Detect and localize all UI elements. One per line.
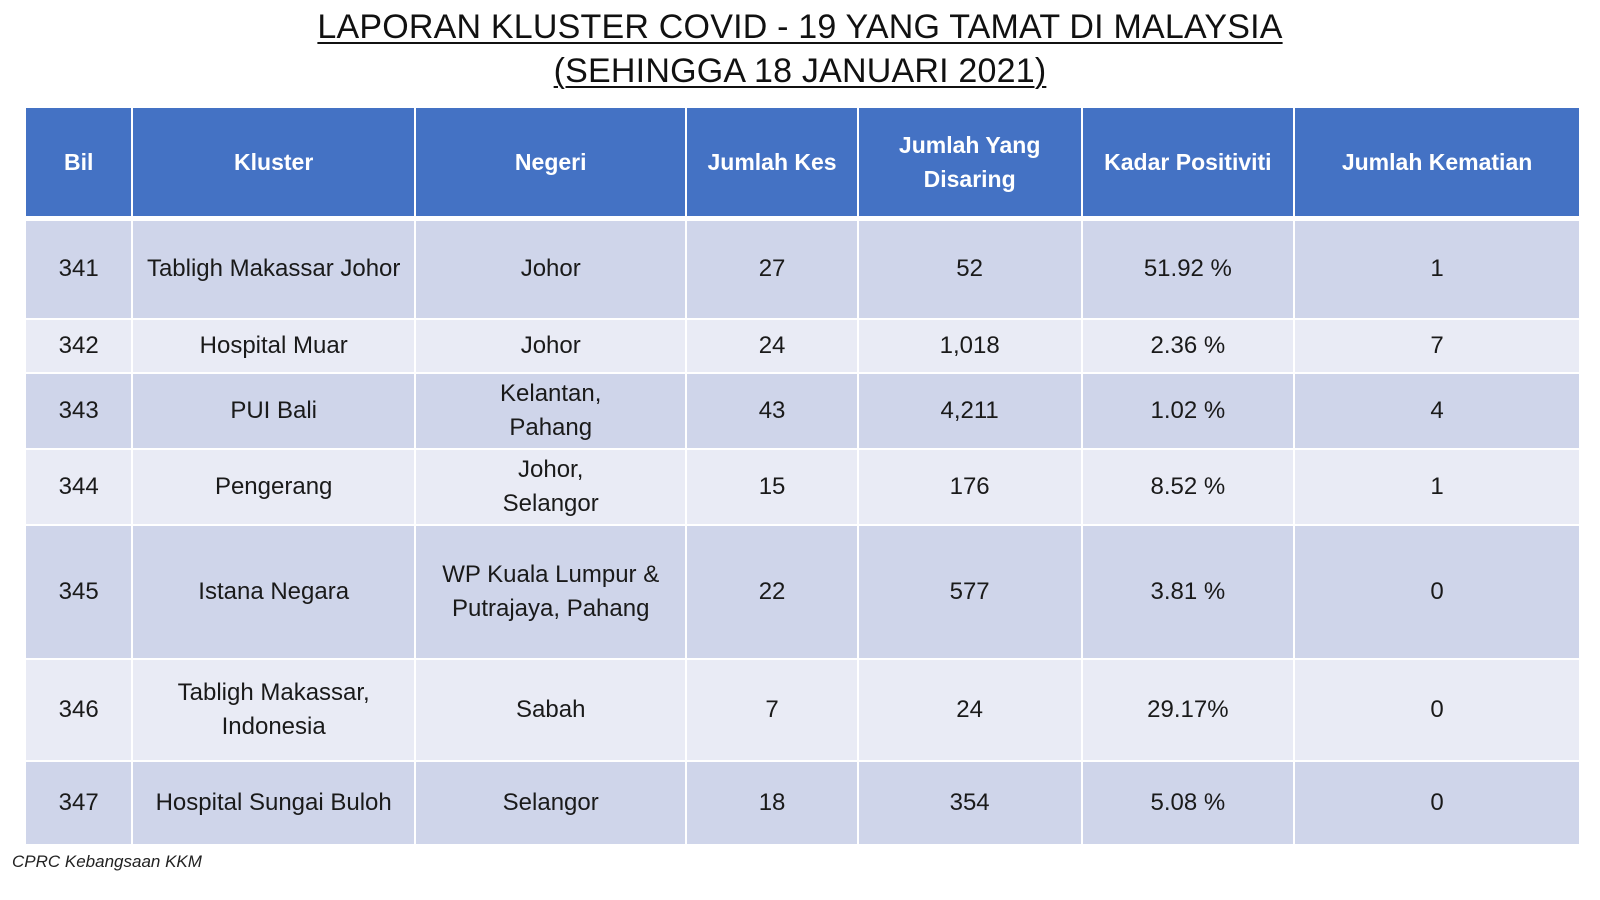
cell-negeri: Johor (414, 317, 688, 374)
cell-bil: 345 (23, 523, 134, 660)
cell-jumlah-kematian: 0 (1293, 523, 1581, 660)
cell-negeri: Kelantan, Pahang (414, 371, 688, 450)
header-jumlah-kematian: Jumlah Kematian (1293, 106, 1581, 221)
cell-negeri: WP Kuala Lumpur & Putrajaya, Pahang (414, 523, 688, 660)
cell-jumlah-kes: 7 (685, 657, 859, 762)
cell-kadar-positiviti: 1.02 % (1080, 371, 1296, 450)
header-jumlah-kes: Jumlah Kes (685, 106, 859, 221)
cell-kluster: Hospital Muar (131, 317, 417, 374)
cell-bil: 346 (23, 657, 134, 762)
table-row: 342 Hospital Muar Johor 24 1,018 2.36 % … (23, 317, 1581, 374)
cell-jumlah-kematian: 4 (1293, 371, 1581, 450)
source-footnote: CPRC Kebangsaan KKM (12, 852, 202, 871)
table-row: 344 Pengerang Johor, Selangor 15 176 8.5… (23, 447, 1581, 526)
cell-jumlah-disaring: 52 (856, 217, 1083, 320)
cell-bil: 343 (23, 371, 134, 450)
cell-bil: 344 (23, 447, 134, 526)
cell-negeri: Sabah (414, 657, 688, 762)
cell-negeri: Johor, Selangor (414, 447, 688, 526)
cell-negeri: Johor (414, 217, 688, 320)
cell-kadar-positiviti: 51.92 % (1080, 217, 1296, 320)
cell-kluster: PUI Bali (131, 371, 417, 450)
header-jumlah-disaring: Jumlah Yang Disaring (856, 106, 1083, 221)
cell-kluster: Pengerang (131, 447, 417, 526)
cell-jumlah-disaring: 354 (856, 759, 1083, 846)
title-line-1: LAPORAN KLUSTER COVID - 19 YANG TAMAT DI… (317, 8, 1283, 46)
header-negeri: Negeri (414, 106, 688, 221)
cell-jumlah-kematian: 7 (1293, 317, 1581, 374)
cell-jumlah-kematian: 1 (1293, 217, 1581, 320)
cell-kadar-positiviti: 2.36 % (1080, 317, 1296, 374)
cell-kadar-positiviti: 29.17% (1080, 657, 1296, 762)
cell-jumlah-kes: 43 (685, 371, 859, 450)
table-row: 343 PUI Bali Kelantan, Pahang 43 4,211 1… (23, 371, 1581, 450)
table-row: 347 Hospital Sungai Buloh Selangor 18 35… (23, 759, 1581, 846)
header-kluster: Kluster (131, 106, 417, 221)
cell-jumlah-disaring: 577 (856, 523, 1083, 660)
cell-kluster: Istana Negara (131, 523, 417, 660)
table-header-row: Bil Kluster Negeri Jumlah Kes Jumlah Yan… (23, 106, 1581, 221)
cell-jumlah-disaring: 4,211 (856, 371, 1083, 450)
cell-jumlah-kes: 27 (685, 217, 859, 320)
table-row: 341 Tabligh Makassar Johor Johor 27 52 5… (23, 217, 1581, 320)
cell-kadar-positiviti: 8.52 % (1080, 447, 1296, 526)
cell-jumlah-kematian: 0 (1293, 759, 1581, 846)
cell-bil: 341 (23, 217, 134, 320)
cell-jumlah-kematian: 1 (1293, 447, 1581, 526)
cell-bil: 347 (23, 759, 134, 846)
cell-jumlah-kes: 22 (685, 523, 859, 660)
cluster-table: Bil Kluster Negeri Jumlah Kes Jumlah Yan… (23, 106, 1581, 846)
title-line-2: (SEHINGGA 18 JANUARI 2021) (553, 52, 1047, 90)
report-title: LAPORAN KLUSTER COVID - 19 YANG TAMAT DI… (0, 6, 1600, 94)
cell-kadar-positiviti: 5.08 % (1080, 759, 1296, 846)
cell-jumlah-kes: 24 (685, 317, 859, 374)
cell-jumlah-kematian: 0 (1293, 657, 1581, 762)
header-bil: Bil (23, 106, 134, 221)
cell-kadar-positiviti: 3.81 % (1080, 523, 1296, 660)
cell-jumlah-disaring: 1,018 (856, 317, 1083, 374)
header-kadar-positiviti: Kadar Positiviti (1080, 106, 1296, 221)
table-row: 345 Istana Negara WP Kuala Lumpur & Putr… (23, 523, 1581, 660)
cell-kluster: Tabligh Makassar, Indonesia (131, 657, 417, 762)
table-row: 346 Tabligh Makassar, Indonesia Sabah 7 … (23, 657, 1581, 762)
cell-jumlah-kes: 15 (685, 447, 859, 526)
cell-kluster: Hospital Sungai Buloh (131, 759, 417, 846)
cell-jumlah-kes: 18 (685, 759, 859, 846)
cell-jumlah-disaring: 176 (856, 447, 1083, 526)
cell-bil: 342 (23, 317, 134, 374)
cell-kluster: Tabligh Makassar Johor (131, 217, 417, 320)
cell-jumlah-disaring: 24 (856, 657, 1083, 762)
cell-negeri: Selangor (414, 759, 688, 846)
